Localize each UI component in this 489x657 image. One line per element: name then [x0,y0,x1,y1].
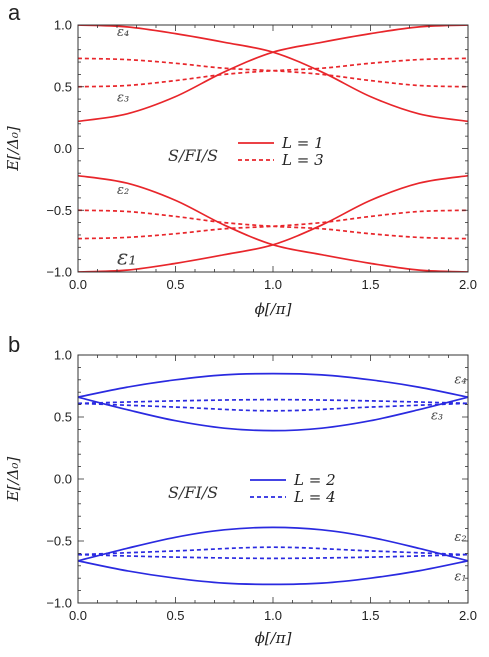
panel-a-xtick-label: 0.5 [166,277,184,292]
panel-a-legend-title: S/FI/S [168,146,218,165]
panel-b-ytick-label: 0.0 [54,472,72,487]
panel-a-ytick-label: −0.5 [46,203,72,218]
panel-b-series-2-solid [78,396,468,432]
panel-a-ytick-label: 1.0 [54,18,72,33]
panel-b-series-group [78,372,468,586]
panel-b-legend-label: L = 2 [293,471,336,489]
panel-a-series-5-dashed [78,57,468,88]
panel-b-annotation-3: ε₂ [454,530,466,545]
panel-b-frame [77,354,469,604]
panel-b-legend-label: L = 4 [293,488,336,506]
panel-b-ytick-label: −0.5 [46,534,72,549]
panel-b-ytick-label: −1.0 [46,596,72,611]
panel-b-series-8-dashed [78,553,468,560]
panel-b-xtick-label: 1.5 [361,608,379,623]
panel-b-letter: b [8,332,20,357]
panel-a-xtick-label: 0.0 [69,277,87,292]
panel-a-annotation-4: ε₁ [117,246,137,270]
panel-b-series-4-solid [78,560,468,586]
panel-a-letter: a [8,0,21,25]
panel-b-series-6-dashed [78,402,468,412]
panel-b-legend-title: S/FI/S [168,483,218,502]
panel-b-ylabel: E[/Δ₀] [4,457,22,503]
panel-b-annotation-2: ε₃ [431,408,443,423]
panel-b-series-7-dashed [78,546,468,556]
panel-b-xtick-label: 0.0 [69,608,87,623]
panel-a-annotation-1: ε₄ [117,25,129,40]
panel-b-xtick-label: 0.5 [166,608,184,623]
panel-b: b 0.0 0.5 1.0 1.5 2.0 −1.0 −0.5 0.0 0.5 1.0 ϕ[/π] E[… [4,332,477,647]
panel-a-ytick-label: 0.5 [54,79,72,94]
panel-b-annotation-4: ε₁ [454,570,466,585]
panel-b-legend: S/FI/S L = 2L = 4 [168,471,336,506]
panel-b-ytick-label: 1.0 [54,348,72,363]
panel-a-series-1-solid [78,25,468,123]
panel-a-legend: S/FI/S L = 1L = 3 [168,134,324,169]
panel-a-xlabel: ϕ[/π] [255,300,292,318]
panel-a-ytick-label: 0.0 [54,141,72,156]
panel-a-series-2-solid [78,25,468,123]
panel-a-annotation-3: ε₂ [117,183,129,198]
panel-a-series-4-solid [78,174,468,272]
panel-a-xtick-label: 2.0 [459,277,477,292]
panel-a-legend-label: L = 3 [281,151,324,169]
panel-b-series-3-solid [78,526,468,562]
panel-a-frame [77,24,469,273]
panel-a-series-8-dashed [78,209,468,240]
panel-a: a 0.0 0.5 1.0 1.5 2.0 −1.0 −0.5 0.0 0.5 1.0 ϕ[/π] E[… [4,0,477,318]
panel-a-xtick-label: 1.5 [361,277,379,292]
panel-b-xlabel: ϕ[/π] [255,629,292,647]
panel-a-ylabel: E[/Δ₀] [4,126,22,172]
panel-a-xtick-label: 1.0 [264,277,282,292]
panel-a-series-7-dashed [78,209,468,240]
panel-b-xtick-label: 2.0 [459,608,477,623]
panel-a-annotation-2: ε₃ [117,91,129,106]
panel-b-xtick-label: 1.0 [264,608,282,623]
panel-a-ytick-label: −1.0 [46,265,72,280]
panel-b-ytick-label: 0.5 [54,410,72,425]
panel-b-series-5-dashed [78,398,468,405]
panel-b-annotation-1: ε₄ [454,373,466,388]
panel-b-series-1-solid [78,372,468,398]
panel-a-series-group [78,25,468,272]
panel-a-series-6-dashed [78,57,468,88]
panel-a-legend-label: L = 1 [281,134,324,152]
